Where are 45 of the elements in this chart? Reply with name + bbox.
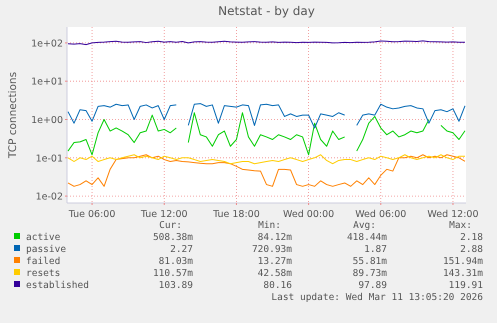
text: 110.57m — [152, 268, 194, 279]
text: 418.44m — [346, 232, 388, 243]
text: 119.91 — [448, 280, 484, 291]
text: Max: — [449, 220, 472, 231]
legend-label: resets — [26, 268, 60, 279]
text: 55.81m — [352, 256, 388, 267]
text: 42.58m — [258, 268, 292, 279]
y-tick-label: 1e-02 — [36, 192, 63, 203]
x-tick-label: Wed 06:00 — [355, 209, 406, 220]
legend-label: established — [26, 280, 89, 291]
line-series — [68, 154, 466, 164]
text: Last update: Wed Mar 11 13:05:20 2026 — [271, 292, 484, 303]
text: 2.27 — [170, 244, 193, 255]
line-series — [68, 154, 466, 187]
text: 508.38m — [152, 232, 194, 243]
text: 84.12m — [258, 232, 292, 243]
text: 1.87 — [364, 244, 387, 255]
text: Avg: — [353, 220, 376, 231]
text: 2.18 — [460, 232, 484, 243]
text: 13.27m — [258, 256, 292, 267]
y-tick-label: 1e+01 — [31, 76, 63, 88]
text: 89.73m — [352, 268, 388, 279]
y-tick-label: 1e+02 — [31, 38, 63, 50]
text: 97.89 — [358, 280, 388, 291]
text: Min: — [258, 220, 281, 231]
text: 81.03m — [158, 256, 194, 267]
text: 143.31m — [442, 268, 484, 279]
x-tick-label: Tue 18:00 — [212, 209, 260, 220]
y-axis-title: TCP connections — [7, 72, 19, 160]
legend-label: active — [26, 232, 61, 243]
y-tick-label: 1e-01 — [36, 153, 63, 164]
text: 80.16 — [263, 280, 292, 291]
text: Cur: — [159, 220, 182, 231]
text: 720.93m — [252, 244, 292, 255]
text: 151.94m — [442, 256, 484, 267]
chart-title: Netstat - by day — [218, 4, 315, 18]
x-tick-label: Tue 12:00 — [140, 209, 188, 220]
text: 2.88 — [460, 244, 484, 255]
legend-label: passive — [26, 244, 66, 255]
y-tick-label: 1e+00 — [31, 114, 63, 126]
legend-label: failed — [26, 256, 60, 267]
text: 103.89 — [158, 280, 194, 291]
x-tick-label: Wed 00:00 — [283, 209, 334, 220]
x-tick-label: Wed 12:00 — [427, 209, 479, 220]
x-tick-label: Tue 06:00 — [68, 209, 116, 220]
